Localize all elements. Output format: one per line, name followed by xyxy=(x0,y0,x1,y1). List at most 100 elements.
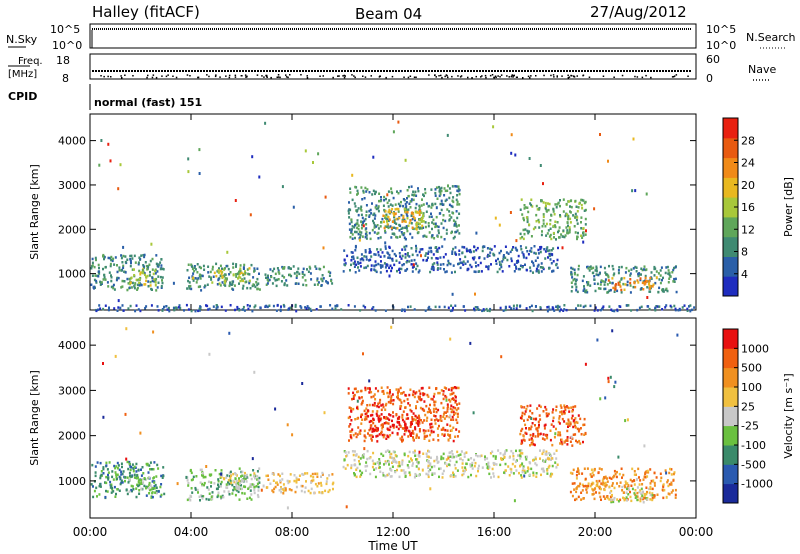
data-cell xyxy=(596,481,599,485)
data-cell xyxy=(620,467,623,470)
data-cell xyxy=(442,457,445,460)
data-cell xyxy=(375,204,378,207)
noise-point xyxy=(234,199,237,202)
data-cell xyxy=(422,429,425,432)
data-cell xyxy=(520,405,523,408)
data-cell xyxy=(574,498,576,502)
data-cell xyxy=(280,490,283,494)
data-cell xyxy=(106,468,109,471)
data-cell xyxy=(467,249,470,252)
data-cell xyxy=(659,479,662,483)
data-cell xyxy=(392,411,394,414)
data-cell xyxy=(642,501,645,504)
data-cell xyxy=(156,463,159,467)
data-cell xyxy=(483,257,486,260)
data-cell xyxy=(577,231,579,235)
data-cell xyxy=(398,421,401,424)
data-cell xyxy=(143,283,146,286)
data-cell xyxy=(374,190,377,194)
data-cell xyxy=(235,273,238,276)
data-cell xyxy=(216,305,219,309)
data-cell xyxy=(438,475,440,479)
data-cell xyxy=(430,256,433,260)
data-cell xyxy=(612,500,615,504)
data-cell xyxy=(520,474,523,477)
data-cell xyxy=(253,267,256,270)
data-cell xyxy=(570,406,573,409)
data-cell xyxy=(305,480,307,483)
nave-dot xyxy=(362,75,364,77)
data-cell xyxy=(380,430,383,433)
data-cell xyxy=(440,455,443,458)
nave-dot xyxy=(641,76,644,79)
data-cell xyxy=(432,407,435,411)
data-cell xyxy=(645,279,648,283)
data-cell xyxy=(398,261,401,264)
data-cell xyxy=(241,287,244,290)
data-cell xyxy=(523,412,526,416)
data-cell xyxy=(674,308,677,312)
data-cell xyxy=(553,213,556,216)
data-cell xyxy=(604,280,607,284)
data-cell xyxy=(672,479,675,482)
data-cell xyxy=(376,224,379,227)
data-cell xyxy=(586,291,589,294)
data-cell xyxy=(418,453,421,456)
noise-point xyxy=(125,327,128,331)
data-cell xyxy=(356,390,358,394)
velocity-colorbar-swatch xyxy=(723,464,738,485)
data-cell xyxy=(396,190,398,193)
data-cell xyxy=(412,462,414,465)
data-cell xyxy=(136,283,139,287)
data-cell xyxy=(535,220,538,223)
noise-point xyxy=(575,288,578,292)
nave-dot xyxy=(152,74,155,76)
data-cell xyxy=(202,472,204,475)
data-cell xyxy=(504,308,507,312)
data-cell xyxy=(535,305,537,308)
data-cell xyxy=(611,484,614,487)
data-cell xyxy=(193,266,196,269)
data-cell xyxy=(389,468,392,471)
data-cell xyxy=(404,269,407,272)
data-cell xyxy=(431,203,434,206)
data-cell xyxy=(656,305,659,308)
data-cell xyxy=(547,229,550,232)
data-cell xyxy=(385,263,388,266)
data-cell xyxy=(257,479,260,482)
nave-dot xyxy=(516,76,518,78)
data-cell xyxy=(646,475,649,478)
data-cell xyxy=(408,185,410,189)
data-cell xyxy=(560,438,563,441)
data-cell xyxy=(190,287,193,291)
data-cell xyxy=(512,455,515,458)
data-cell xyxy=(187,279,190,283)
data-cell xyxy=(397,427,400,431)
data-cell xyxy=(555,263,558,267)
data-cell xyxy=(617,283,620,286)
data-cell xyxy=(163,492,166,496)
data-cell xyxy=(273,487,276,491)
data-cell xyxy=(482,245,485,248)
data-cell xyxy=(327,270,330,274)
data-cell xyxy=(551,472,554,476)
data-cell xyxy=(93,489,96,493)
data-cell xyxy=(402,439,404,442)
data-cell xyxy=(560,406,563,409)
data-region xyxy=(519,404,587,447)
power-colorbar-swatch xyxy=(723,137,738,159)
data-cell xyxy=(646,469,649,473)
data-cell xyxy=(118,489,121,492)
data-cell xyxy=(624,485,627,489)
data-cell xyxy=(99,307,102,310)
data-cell xyxy=(126,277,129,281)
data-cell xyxy=(188,281,191,284)
data-cell xyxy=(139,273,142,276)
data-cell xyxy=(456,194,459,197)
data-cell xyxy=(374,192,376,196)
data-cell xyxy=(565,439,568,442)
data-cell xyxy=(360,473,363,477)
data-cell xyxy=(331,473,334,476)
data-cell xyxy=(537,420,540,424)
